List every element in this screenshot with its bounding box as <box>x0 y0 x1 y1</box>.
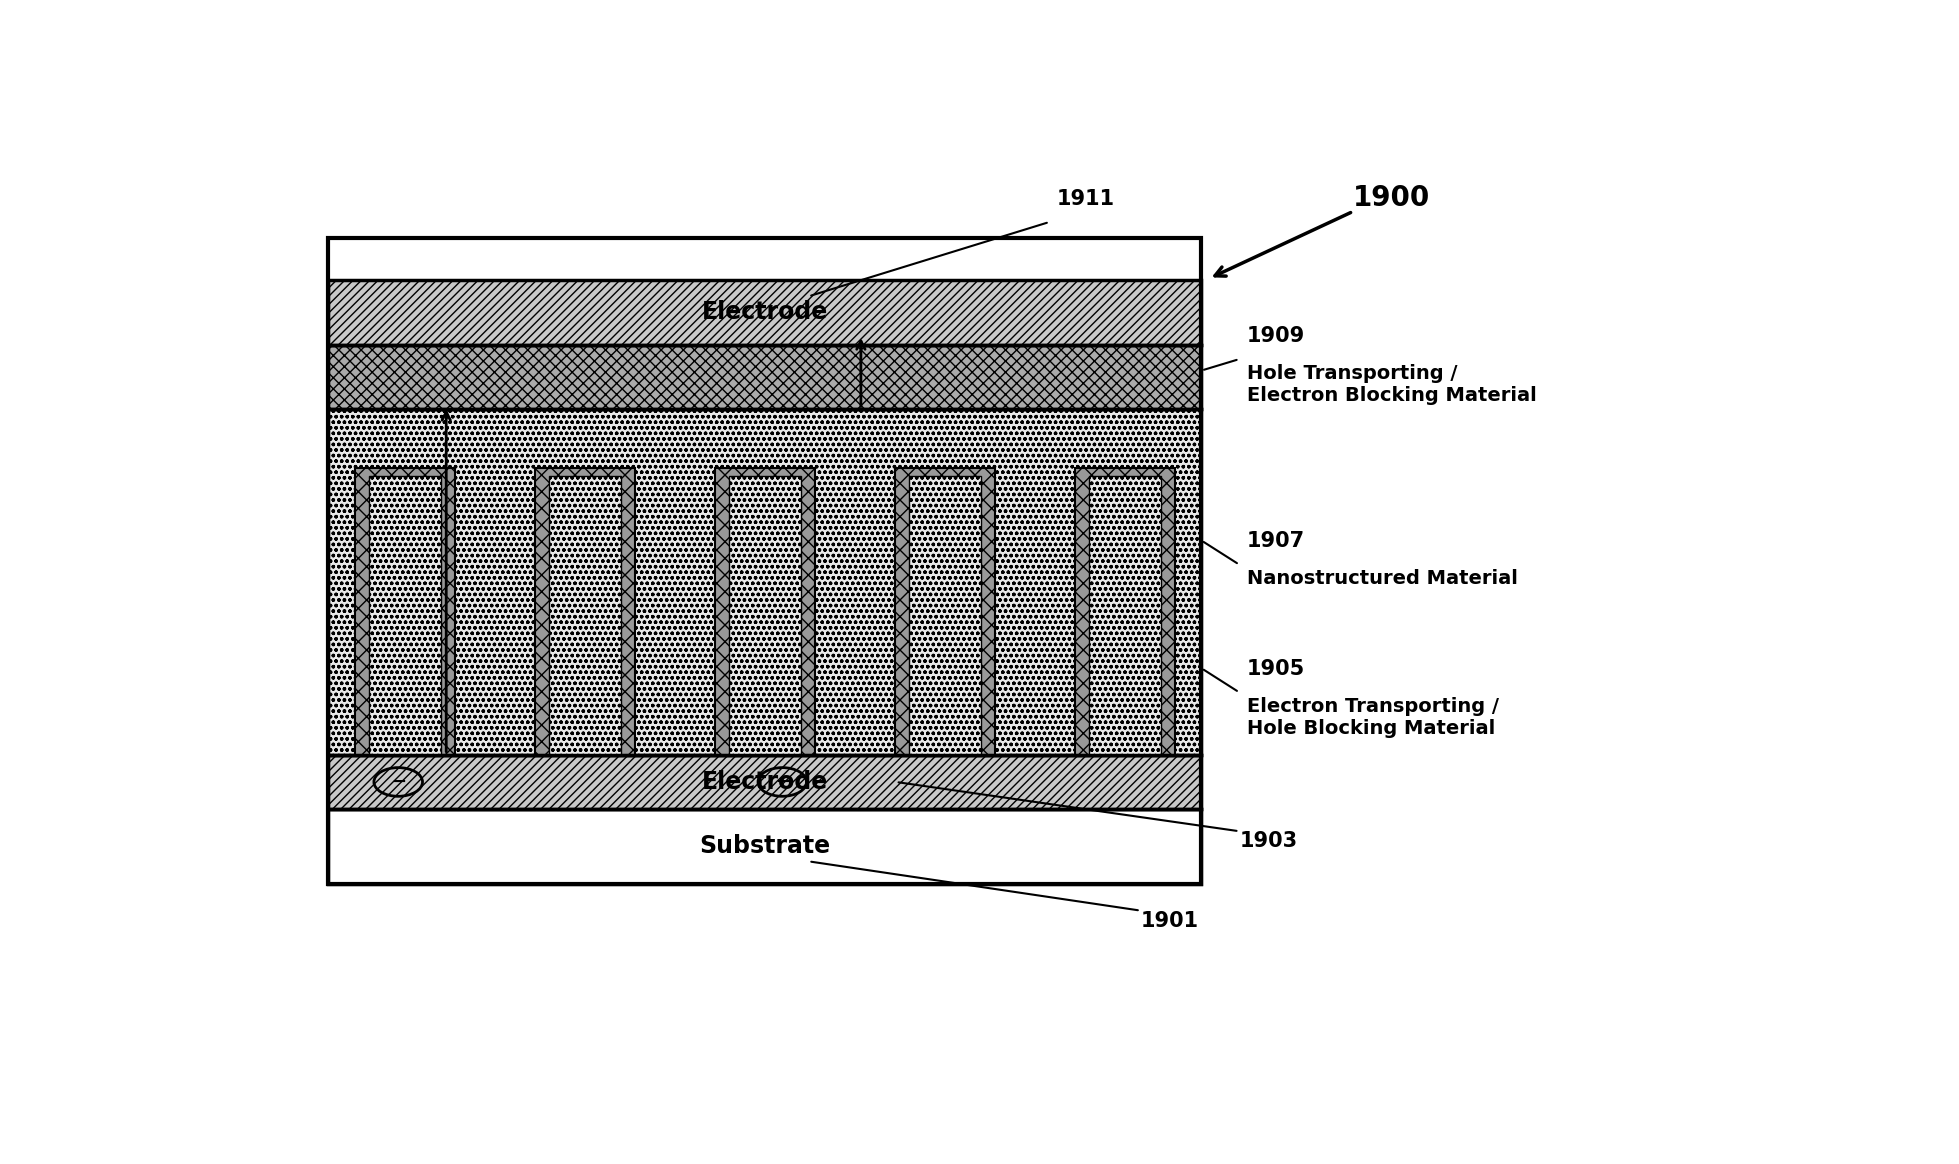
Bar <box>895 468 995 754</box>
Text: 1911: 1911 <box>1058 189 1115 208</box>
Text: 1901: 1901 <box>1140 910 1199 931</box>
Text: 1900: 1900 <box>1352 184 1430 212</box>
Bar <box>909 476 981 754</box>
Text: Electrode: Electrode <box>701 769 829 794</box>
Bar <box>535 468 635 754</box>
Text: Nanostructured Material: Nanostructured Material <box>1248 569 1518 588</box>
Text: −: − <box>774 773 789 792</box>
Bar <box>355 468 454 754</box>
Bar <box>329 239 1201 883</box>
Bar <box>729 476 801 754</box>
Text: Hole Transporting /
Electron Blocking Material: Hole Transporting / Electron Blocking Ma… <box>1248 363 1536 405</box>
Bar <box>368 476 441 754</box>
Bar <box>329 345 1201 410</box>
Bar <box>1089 476 1162 754</box>
Bar <box>715 468 815 754</box>
Text: 1903: 1903 <box>1240 831 1297 851</box>
Text: 1909: 1909 <box>1248 326 1305 346</box>
Text: Substrate: Substrate <box>699 835 831 859</box>
Text: 1905: 1905 <box>1248 659 1305 679</box>
Text: Electrode: Electrode <box>701 300 829 325</box>
Text: 1907: 1907 <box>1248 531 1305 552</box>
Bar <box>329 754 1201 809</box>
Bar <box>329 809 1201 883</box>
Text: −: − <box>390 773 406 792</box>
Bar <box>549 476 621 754</box>
Bar <box>1075 468 1175 754</box>
Text: Electron Transporting /
Hole Blocking Material: Electron Transporting / Hole Blocking Ma… <box>1248 697 1499 738</box>
Bar <box>329 410 1201 754</box>
Bar <box>329 281 1201 345</box>
